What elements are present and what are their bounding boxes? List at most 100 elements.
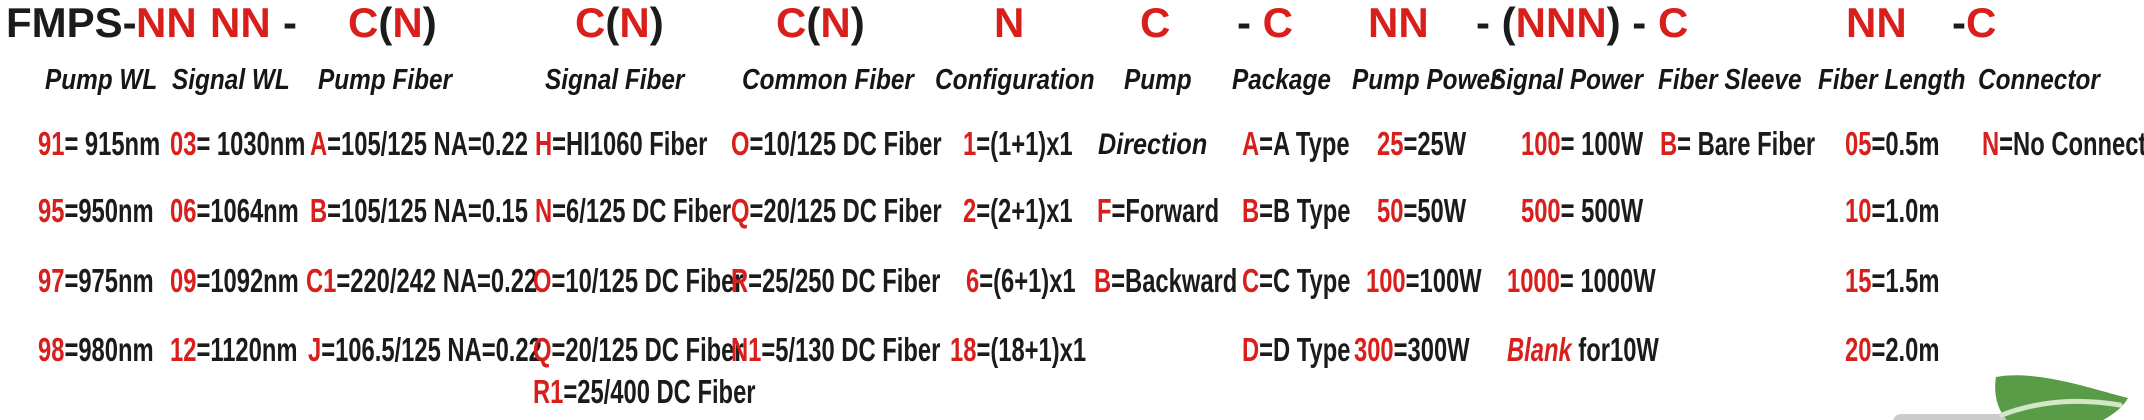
- text-run: O: [533, 262, 552, 299]
- text-run: =105/125 NA=0.15: [327, 192, 528, 229]
- text-run: =0.5m: [1871, 125, 1940, 162]
- pump-power-option: 25=25W: [1377, 127, 1466, 160]
- text-run: B: [1094, 262, 1112, 299]
- text-run: =1064nm: [196, 192, 299, 229]
- text-run: =105/125 NA=0.22: [327, 125, 528, 162]
- text-run: R1: [533, 373, 564, 410]
- text-run: N1: [731, 331, 762, 368]
- text-run: -: [1237, 0, 1263, 46]
- text-run: A: [310, 125, 328, 162]
- signal-power-option: 500= 500W: [1521, 194, 1643, 227]
- code-dash: -: [283, 2, 297, 44]
- text-run: 09: [170, 262, 197, 299]
- text-run: =(2+1)x1: [976, 192, 1073, 229]
- pump-wl-option: 98=980nm: [38, 333, 154, 366]
- text-run: N: [619, 0, 650, 46]
- connector-option: N=No Connector: [1982, 127, 2144, 160]
- text-run: =950nm: [64, 192, 154, 229]
- pump-fiber-option: C1=220/242 NA=0.22: [306, 264, 537, 297]
- code-package: - C: [1237, 2, 1293, 44]
- text-run: =25/400 DC Fiber: [563, 373, 756, 410]
- text-run: =B Type: [1259, 192, 1351, 229]
- fiber-length-option: 20=2.0m: [1845, 333, 1939, 366]
- text-run: -: [1952, 0, 1966, 46]
- text-run: =300W: [1393, 331, 1470, 368]
- text-run: 18: [950, 331, 977, 368]
- text-run: =1120nm: [196, 331, 298, 368]
- text-run: B: [1242, 192, 1260, 229]
- code-signal-fiber: C(N): [575, 2, 664, 44]
- text-run: 06: [170, 192, 197, 229]
- code-pump-fiber: C(N): [348, 2, 437, 44]
- column-title-package: Package: [1232, 64, 1331, 96]
- text-run: F: [1097, 192, 1112, 229]
- pump-wl-option: 91= 915nm: [38, 127, 160, 160]
- text-run: 50: [1377, 192, 1404, 229]
- column-title-pump-power: Pump Power: [1352, 64, 1500, 96]
- pump-power-option: 100=100W: [1366, 264, 1482, 297]
- text-run: J: [308, 331, 322, 368]
- text-run: =10/125 DC Fiber: [749, 125, 942, 162]
- text-run: 6: [966, 262, 980, 299]
- text-run: 91: [38, 125, 65, 162]
- text-run: =C Type: [1259, 262, 1351, 299]
- code-signal-wl: NN: [210, 2, 271, 44]
- text-run: N: [392, 0, 423, 46]
- fiber-sleeve-option: B= Bare Fiber: [1660, 127, 1815, 160]
- pump-power-option: 300=300W: [1354, 333, 1470, 366]
- text-run: (: [605, 0, 620, 46]
- text-run: O: [731, 125, 750, 162]
- text-run: NN: [210, 0, 271, 46]
- common-fiber-option: N1=5/130 DC Fiber: [731, 333, 940, 366]
- text-run: C: [1966, 0, 1997, 46]
- signal-fiber-option: N=6/125 DC Fiber: [535, 194, 731, 227]
- text-run: 15: [1845, 262, 1872, 299]
- text-run: 100: [1521, 125, 1561, 162]
- text-run: 1000: [1507, 262, 1560, 299]
- text-run: 100: [1366, 262, 1406, 299]
- signal-power-option: Blank for10W: [1507, 333, 1659, 366]
- text-run: NN: [1368, 0, 1429, 46]
- column-title-signal-fiber: Signal Fiber: [545, 64, 685, 96]
- logo-swoosh: [1893, 414, 2045, 420]
- text-run: ) -: [1606, 0, 1658, 46]
- common-fiber-option: O=10/125 DC Fiber: [731, 127, 942, 160]
- text-run: 2: [963, 192, 977, 229]
- text-run: =25W: [1403, 125, 1467, 162]
- code-signal-power: - (NNN) - C: [1476, 2, 1688, 44]
- leaf-icon: [1995, 375, 2128, 420]
- text-run: Blank: [1507, 331, 1572, 368]
- text-run: (: [806, 0, 821, 46]
- signal-wl-option: 12=1120nm: [170, 333, 298, 366]
- signal-wl-option: 09=1092nm: [170, 264, 299, 297]
- pump-wl-option: 97=975nm: [38, 264, 154, 297]
- text-run: =(1+1)x1: [976, 125, 1073, 162]
- text-run: Q: [533, 331, 552, 368]
- text-run: = 915nm: [64, 125, 161, 162]
- signal-power-option: 1000= 1000W: [1507, 264, 1656, 297]
- pump-fiber-option: J=106.5/125 NA=0.22: [308, 333, 542, 366]
- text-run: =(6+1)x1: [979, 262, 1076, 299]
- text-run: =10/125 DC Fiber: [551, 262, 744, 299]
- text-run: =1.0m: [1871, 192, 1940, 229]
- text-run: N: [1982, 125, 2000, 162]
- column-title-pump: Pump: [1124, 64, 1192, 96]
- text-run: =5/130 DC Fiber: [761, 331, 941, 368]
- text-run: = 1000W: [1559, 262, 1656, 299]
- text-run: =50W: [1403, 192, 1467, 229]
- text-run: R: [731, 262, 749, 299]
- text-run: =(18+1)x1: [976, 331, 1087, 368]
- text-run: = Bare Fiber: [1677, 125, 1816, 162]
- text-run: =2.0m: [1871, 331, 1940, 368]
- text-run: ): [649, 0, 664, 46]
- column-title-common-fiber: Common Fiber: [742, 64, 914, 96]
- text-run: =Forward: [1111, 192, 1220, 229]
- text-run: =1092nm: [196, 262, 299, 299]
- text-run: 10: [1845, 192, 1872, 229]
- text-run: D: [1242, 331, 1260, 368]
- signal-fiber-option: Q=20/125 DC Fiber: [533, 333, 744, 366]
- code-configuration: N: [994, 2, 1024, 44]
- text-run: C: [1242, 262, 1260, 299]
- column-title-signal-wl: Signal WL: [172, 64, 290, 96]
- text-run: 1: [963, 125, 977, 162]
